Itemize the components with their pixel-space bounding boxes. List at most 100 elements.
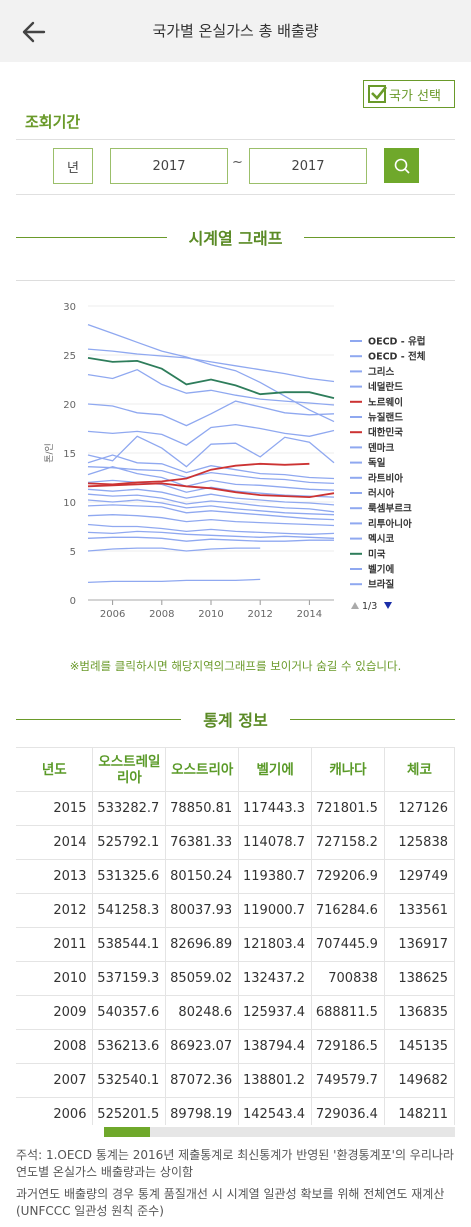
time-series-chart: 0 5 10 15 20 25 30 2006 2008 2010 2012 2014 톤/인 OECD … bbox=[44, 302, 425, 620]
series-line bbox=[87, 482, 335, 499]
back-arrow-icon[interactable] bbox=[20, 18, 48, 46]
legend-label: 그리스 bbox=[368, 366, 394, 378]
value-cell: 716284.6 bbox=[311, 893, 385, 928]
value-cell: 540357.6 bbox=[92, 995, 167, 1030]
legend-item[interactable]: OECD - 전체 bbox=[350, 351, 425, 363]
x-tick-label: 2012 bbox=[247, 609, 272, 620]
table-row: 2013 531325.6 80150.24 119380.7 729206.9 1297… bbox=[16, 859, 455, 894]
value-cell: 125838 bbox=[384, 825, 455, 860]
value-cell: 132437.2 bbox=[238, 961, 313, 996]
legend-item[interactable]: OECD - 유럽 bbox=[350, 336, 425, 348]
app-header: 국가별 온실가스 총 배출량 bbox=[0, 0, 471, 62]
value-cell: 127126 bbox=[384, 791, 455, 826]
value-cell: 688811.5 bbox=[311, 995, 385, 1030]
column-header-year: 년도 bbox=[16, 747, 94, 792]
legend-item[interactable]: 벨기에 bbox=[350, 564, 394, 576]
value-cell: 86923.07 bbox=[165, 1029, 240, 1064]
value-cell: 133561 bbox=[384, 893, 455, 928]
series-line bbox=[87, 499, 335, 516]
stats-table-container[interactable]: 년도 오스트레일리아 오스트리아 벨기에 캐나다 체코 2015 533282.7 78850… bbox=[16, 747, 455, 1125]
value-cell: 119380.7 bbox=[238, 859, 313, 894]
y-axis-label: 톤/인 bbox=[44, 443, 55, 463]
table-row: 2015 533282.7 78850.81 117443.3 721801.5 1271… bbox=[16, 791, 455, 826]
value-cell: 138801.2 bbox=[238, 1063, 313, 1098]
from-year-select[interactable]: 2017 bbox=[110, 148, 228, 184]
legend-label: 라트비아 bbox=[368, 472, 403, 484]
country-select-button[interactable]: 국가 선택 bbox=[363, 80, 455, 108]
legend-item[interactable]: 네덜란드 bbox=[350, 381, 403, 393]
legend-label: 덴마크 bbox=[368, 442, 394, 454]
y-tick-label: 25 bbox=[63, 351, 76, 362]
value-cell: 117443.3 bbox=[238, 791, 313, 826]
legend-label: 독일 bbox=[368, 457, 386, 469]
value-cell: 525792.1 bbox=[92, 825, 167, 860]
series-line bbox=[87, 466, 335, 485]
unit-select[interactable]: 년 bbox=[53, 148, 93, 184]
value-cell: 87072.36 bbox=[165, 1063, 240, 1098]
value-cell: 129749 bbox=[384, 859, 455, 894]
value-cell: 749579.7 bbox=[311, 1063, 385, 1098]
legend-prev-arrow[interactable] bbox=[351, 602, 359, 609]
legend-label: 브라질 bbox=[368, 579, 394, 591]
legend-item[interactable]: 미국 bbox=[350, 548, 386, 560]
legend-item[interactable]: 그리스 bbox=[350, 366, 394, 378]
x-tick-label: 2010 bbox=[198, 609, 223, 620]
legend-item[interactable]: 리투아니아 bbox=[350, 518, 412, 530]
y-tick-label: 10 bbox=[63, 498, 76, 509]
value-cell: 85059.02 bbox=[165, 961, 240, 996]
value-cell: 721801.5 bbox=[311, 791, 385, 826]
legend-next-arrow[interactable] bbox=[384, 602, 392, 609]
column-header-country: 오스트레일리아 bbox=[92, 747, 167, 792]
year-cell: 2013 bbox=[16, 859, 94, 894]
series-line bbox=[87, 462, 310, 486]
legend-item[interactable]: 브라질 bbox=[350, 579, 394, 591]
series-line bbox=[87, 530, 335, 539]
legend-item[interactable]: 러시아 bbox=[350, 488, 394, 500]
legend-item[interactable]: 대한민국 bbox=[350, 427, 403, 439]
search-icon bbox=[394, 158, 410, 174]
legend-item[interactable]: 덴마크 bbox=[350, 442, 394, 454]
legend-item[interactable]: 멕시코 bbox=[350, 533, 394, 545]
stats-table: 년도 오스트레일리아 오스트리아 벨기에 캐나다 체코 2015 533282.7 78850… bbox=[16, 747, 455, 1125]
value-cell: 114078.7 bbox=[238, 825, 313, 860]
table-row: 2010 537159.3 85059.02 132437.2 700838 138625 bbox=[16, 961, 455, 996]
series-line bbox=[87, 400, 335, 427]
x-tick-label: 2014 bbox=[297, 609, 322, 620]
value-cell: 80037.93 bbox=[165, 893, 240, 928]
series-line bbox=[87, 523, 335, 535]
legend-label: OECD - 유럽 bbox=[368, 336, 425, 348]
legend-item[interactable]: 뉴질랜드 bbox=[350, 412, 403, 424]
to-year-select[interactable]: 2017 bbox=[249, 148, 367, 184]
series-line bbox=[87, 536, 334, 542]
legend-item[interactable]: 라트비아 bbox=[350, 472, 403, 484]
series-line bbox=[87, 323, 335, 423]
value-cell: 125937.4 bbox=[238, 995, 313, 1030]
search-button[interactable] bbox=[384, 148, 419, 183]
column-header-country: 벨기에 bbox=[238, 747, 313, 792]
footnote-2: 과거연도 배출량의 경우 통계 품질개선 시 시계열 일관성 확보를 위해 전체… bbox=[16, 1187, 445, 1218]
value-cell: 149682 bbox=[384, 1063, 455, 1098]
y-tick-label: 20 bbox=[63, 400, 76, 411]
value-cell: 148211 bbox=[384, 1097, 455, 1125]
legend-item[interactable]: 룩셈부르크 bbox=[350, 503, 412, 515]
year-cell: 2010 bbox=[16, 961, 94, 996]
value-cell: 80248.6 bbox=[165, 995, 240, 1030]
value-cell: 82696.89 bbox=[165, 927, 240, 962]
scrollbar-thumb[interactable] bbox=[104, 1127, 150, 1137]
value-cell: 138794.4 bbox=[238, 1029, 313, 1064]
y-tick-label: 0 bbox=[70, 596, 76, 607]
table-row: 2009 540357.6 80248.6 125937.4 688811.5 13683… bbox=[16, 995, 455, 1030]
y-tick-label: 15 bbox=[63, 449, 76, 460]
legend-label: 러시아 bbox=[368, 488, 394, 500]
series-line bbox=[87, 479, 335, 498]
year-cell: 2008 bbox=[16, 1029, 94, 1064]
value-cell: 136917 bbox=[384, 927, 455, 962]
value-cell: 76381.33 bbox=[165, 825, 240, 860]
table-scrollbar[interactable] bbox=[104, 1127, 455, 1137]
value-cell: 78850.81 bbox=[165, 791, 240, 826]
table-row: 2008 536213.6 86923.07 138794.4 729186.5 1451… bbox=[16, 1029, 455, 1064]
legend-item[interactable]: 독일 bbox=[350, 457, 386, 469]
y-tick-label: 5 bbox=[70, 547, 76, 558]
chart-section-header: 시계열 그래프 bbox=[16, 227, 456, 248]
legend-item[interactable]: 노르웨이 bbox=[350, 396, 403, 408]
